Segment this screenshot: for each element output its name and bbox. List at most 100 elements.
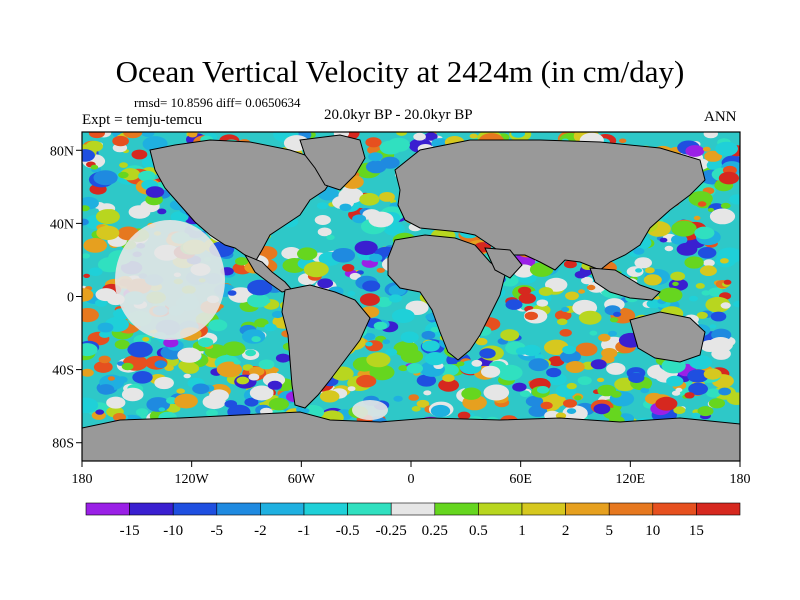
velocity-cell (688, 191, 713, 207)
colorbar-label: 5 (605, 523, 613, 539)
velocity-cell (718, 171, 740, 185)
velocity-cell (275, 353, 291, 363)
colorbar-label: -1 (298, 523, 311, 539)
velocity-cell (522, 344, 541, 357)
velocity-cell (363, 333, 376, 341)
velocity-cell (593, 403, 611, 415)
land-antarctica (82, 411, 740, 461)
colorbar-swatch (696, 502, 741, 516)
velocity-cell (544, 339, 569, 355)
x-tick-label: 60W (288, 472, 316, 487)
velocity-cell (317, 278, 334, 289)
velocity-cell (106, 389, 114, 394)
velocity-cell (608, 330, 617, 337)
velocity-cell (577, 376, 592, 385)
period-label: 20.0kyr BP - 20.0kyr BP (324, 107, 473, 123)
velocity-cell (198, 337, 214, 348)
land-south-america (281, 284, 371, 409)
velocity-cell (705, 296, 731, 313)
colorbar-swatch (172, 502, 218, 516)
velocity-cell (354, 240, 378, 256)
velocity-cell (347, 291, 356, 296)
velocity-cell (301, 408, 310, 414)
velocity-cell (85, 140, 104, 152)
velocity-cell (145, 186, 165, 198)
velocity-cell (93, 170, 118, 186)
velocity-cell (518, 286, 532, 295)
y-tick-label: 0 (67, 291, 74, 306)
velocity-cell (132, 371, 153, 384)
velocity-cell (525, 395, 544, 407)
velocity-cell (385, 348, 398, 356)
velocity-cell (672, 281, 679, 286)
velocity-cell (388, 294, 402, 303)
velocity-cell (398, 365, 409, 372)
velocity-cell (670, 271, 686, 281)
velocity-cell (356, 374, 377, 388)
velocity-cell (675, 387, 683, 393)
velocity-cell (178, 360, 196, 371)
velocity-cell (519, 390, 531, 398)
velocity-cell (339, 203, 352, 211)
velocity-cell (247, 279, 273, 296)
velocity-cell (297, 247, 318, 261)
velocity-cell (391, 308, 415, 324)
velocity-cell (227, 290, 237, 296)
velocity-cell (598, 333, 611, 342)
velocity-cell (574, 271, 587, 279)
velocity-cell (703, 368, 722, 380)
velocity-cell (359, 293, 380, 306)
velocity-cell (546, 367, 562, 378)
velocity-cell (387, 137, 411, 152)
velocity-cell (331, 248, 356, 263)
velocity-cell (589, 330, 598, 336)
chart-title: Ocean Vertical Velocity at 2424m (in cm/… (115, 54, 685, 89)
velocity-cell (590, 359, 607, 370)
velocity-cell (536, 299, 549, 307)
velocity-cell (424, 132, 438, 141)
velocity-cell (82, 218, 89, 226)
velocity-cell (691, 412, 701, 419)
land-eurasia (394, 139, 706, 271)
velocity-cell (536, 386, 550, 394)
velocity-cell (696, 311, 708, 319)
velocity-cell (703, 132, 718, 139)
velocity-cell (640, 387, 650, 394)
velocity-cell (119, 162, 128, 168)
velocity-cell (106, 396, 126, 409)
velocity-cell (697, 201, 707, 207)
colorbar-swatch (216, 502, 261, 516)
x-tick-label: 120W (175, 472, 210, 487)
velocity-cell (166, 397, 178, 404)
velocity-cell (534, 354, 544, 360)
velocity-cell (106, 209, 116, 215)
velocity-cell (479, 348, 496, 359)
velocity-cell (121, 387, 144, 402)
velocity-cell (97, 322, 114, 333)
velocity-cell (515, 347, 528, 355)
land-north-america (149, 139, 336, 263)
velocity-cell (687, 369, 709, 383)
colorbar-swatch (434, 502, 479, 516)
velocity-cell (373, 321, 388, 330)
velocity-cell (183, 373, 191, 379)
low-velocity-patch (352, 400, 388, 420)
velocity-cell (601, 348, 618, 359)
velocity-cell (560, 350, 581, 364)
velocity-cell (235, 257, 249, 266)
land-masses (82, 134, 740, 461)
velocity-cell (421, 340, 440, 352)
velocity-cell (112, 413, 127, 422)
velocity-cell (563, 260, 577, 269)
velocity-cell (248, 373, 260, 381)
x-tick-label: 60E (509, 472, 532, 487)
latitude-ticks: 80N 40N 0 40S 80S (50, 144, 82, 452)
velocity-cell (581, 276, 593, 285)
y-tick-label: 80N (50, 144, 74, 159)
velocity-cell (107, 376, 115, 381)
velocity-cell (258, 359, 275, 370)
velocity-cell (475, 337, 488, 346)
velocity-cell (645, 267, 655, 274)
velocity-cell (694, 226, 715, 240)
velocity-cell (154, 376, 174, 390)
